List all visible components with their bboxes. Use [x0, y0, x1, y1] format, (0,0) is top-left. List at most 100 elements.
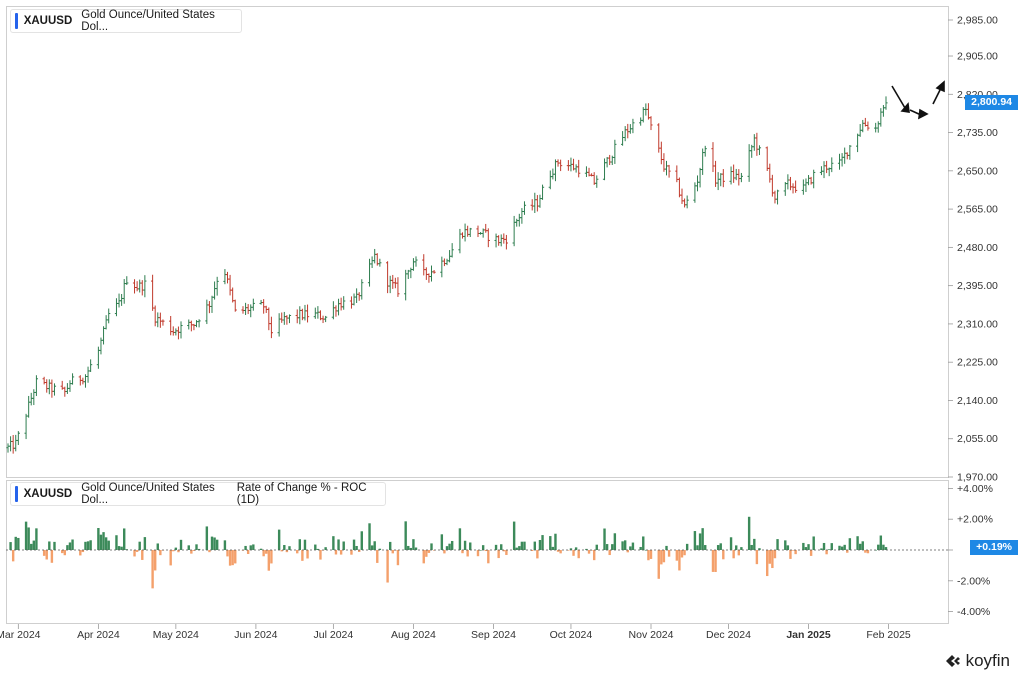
- roc-bar: [265, 550, 268, 554]
- roc-bar: [776, 539, 779, 550]
- roc-bar: [766, 550, 769, 577]
- roc-bar: [244, 545, 247, 550]
- price-tick-label: 2,310.00: [957, 318, 998, 330]
- roc-bar: [613, 533, 617, 550]
- roc-bar: [352, 539, 356, 550]
- roc-bar: [629, 546, 632, 550]
- trend-arrows: [891, 80, 945, 120]
- roc-bar: [838, 545, 841, 550]
- roc-tick-label: +2.00%: [957, 514, 993, 526]
- x-tick-label: Nov 2024: [629, 629, 674, 641]
- roc-bar: [192, 550, 196, 551]
- roc-bar: [497, 550, 500, 559]
- roc-bar: [858, 543, 862, 550]
- roc-bar: [807, 544, 810, 550]
- x-tick-label: Oct 2024: [550, 629, 593, 641]
- roc-bar: [729, 537, 733, 550]
- roc-bar: [123, 528, 126, 550]
- roc-bar: [675, 550, 679, 561]
- roc-bar: [711, 550, 715, 572]
- roc-bar: [226, 550, 229, 557]
- roc-bar: [549, 536, 552, 550]
- roc-bar: [102, 532, 105, 550]
- roc-bar: [115, 535, 118, 550]
- x-tick-label: Aug 2024: [391, 629, 436, 641]
- price-tick-label: 2,650.00: [957, 165, 998, 177]
- roc-legend[interactable]: XAUUSD Gold Ounce/United States Dol... R…: [10, 482, 386, 506]
- roc-bar: [314, 544, 317, 550]
- roc-bar: [484, 550, 487, 552]
- roc-bar: [396, 550, 400, 566]
- roc-bar: [639, 546, 642, 550]
- roc-bar: [246, 550, 250, 555]
- arrow-head-1: [900, 102, 910, 113]
- roc-series: [9, 516, 888, 589]
- roc-bar: [771, 550, 774, 569]
- roc-bar: [223, 540, 227, 550]
- roc-bar: [324, 547, 327, 550]
- roc-bar: [376, 550, 379, 563]
- price-legend[interactable]: XAUUSD Gold Ounce/United States Dol...: [10, 9, 242, 33]
- roc-bar: [611, 544, 614, 550]
- roc-bar: [267, 550, 271, 571]
- roc-bar: [820, 548, 823, 550]
- arrow-head-2: [918, 108, 929, 120]
- roc-bar: [773, 550, 777, 559]
- x-tick-label: May 2024: [153, 629, 199, 641]
- roc-bar: [422, 550, 425, 564]
- roc-bar: [768, 550, 771, 564]
- roc-bar: [151, 550, 154, 589]
- roc-bar: [412, 539, 415, 550]
- roc-bar: [252, 544, 255, 550]
- roc-bar: [866, 550, 870, 554]
- roc-bar: [662, 550, 666, 563]
- arrow-head-3: [935, 80, 945, 93]
- legend-symbol: XAUUSD: [23, 488, 73, 500]
- roc-bar: [877, 544, 880, 550]
- roc-bar: [125, 549, 128, 550]
- roc-bar: [585, 548, 588, 550]
- roc-bar: [556, 550, 560, 552]
- roc-bar: [425, 550, 428, 557]
- roc-bar: [696, 545, 699, 550]
- roc-bar: [288, 546, 291, 550]
- roc-bar: [156, 543, 159, 550]
- roc-bar: [159, 550, 162, 556]
- roc-bar: [24, 521, 28, 550]
- roc-bar: [50, 550, 54, 563]
- roc-bar: [68, 542, 72, 550]
- roc-bar: [740, 547, 743, 550]
- legend-symbol: XAUUSD: [23, 15, 73, 27]
- roc-bar: [735, 545, 738, 550]
- roc-bar: [9, 542, 12, 550]
- price-y-axis: 2,985.002,905.002,820.002,735.002,650.00…: [948, 15, 998, 484]
- roc-bar: [621, 541, 624, 550]
- roc-bar: [794, 550, 797, 555]
- roc-bar: [262, 550, 265, 557]
- roc-bar: [231, 550, 234, 566]
- koyfin-logo: koyfin: [944, 651, 1010, 671]
- legend-accent: [15, 486, 18, 502]
- x-tick-label: Jul 2024: [314, 629, 354, 641]
- roc-bar: [443, 550, 446, 554]
- roc-bar: [569, 548, 573, 550]
- roc-bar: [520, 541, 524, 550]
- roc-bar: [172, 550, 175, 552]
- roc-bar: [631, 542, 635, 550]
- x-axis: Mar 2024 Apr 2024 May 2024 Jun 2024 Jul 2024…: [0, 624, 911, 641]
- legend-indicator: Rate of Change % - ROC (1D): [236, 482, 367, 506]
- roc-bar: [337, 539, 340, 550]
- roc-bar: [463, 540, 467, 550]
- price-series: [6, 96, 888, 454]
- roc-bar: [174, 547, 178, 550]
- roc-bar: [701, 528, 704, 550]
- roc-bar: [135, 550, 139, 552]
- roc-bar: [303, 539, 307, 550]
- roc-bar: [827, 549, 831, 550]
- roc-bar: [249, 545, 252, 550]
- roc-bar: [35, 528, 38, 550]
- roc-bar: [99, 534, 103, 550]
- roc-bar: [14, 536, 17, 550]
- roc-bar: [812, 536, 815, 550]
- roc-bar: [228, 550, 232, 566]
